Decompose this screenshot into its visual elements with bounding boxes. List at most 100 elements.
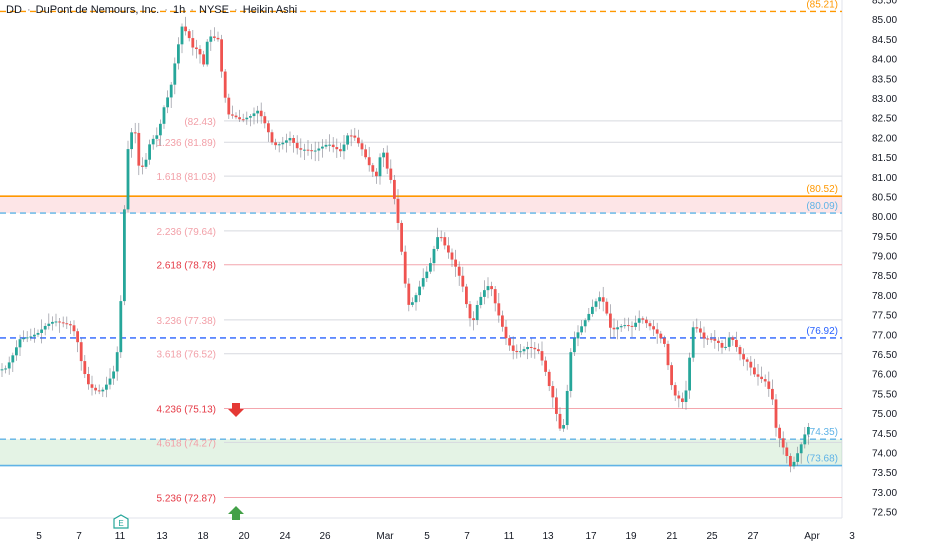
- candle-body: [148, 144, 151, 160]
- candle: [313, 141, 317, 162]
- candle: [40, 319, 43, 344]
- level-label: (76.92): [806, 326, 838, 337]
- time-tick-label[interactable]: 18: [197, 531, 209, 542]
- time-tick-label[interactable]: 26: [319, 531, 331, 542]
- time-tick-label[interactable]: 24: [279, 531, 291, 542]
- candle: [789, 453, 792, 473]
- price-tick-label[interactable]: 82.50: [872, 114, 897, 125]
- candle-body: [177, 44, 180, 64]
- time-tick-label[interactable]: 19: [625, 531, 637, 542]
- price-tick-label[interactable]: 75.50: [872, 389, 897, 400]
- time-tick-label[interactable]: 13: [156, 531, 168, 542]
- candle-body: [295, 142, 299, 149]
- time-axis[interactable]: 5 7 11 13 18 20 24 26 Mar 5 7 11 13 17 19 21 25 27 Apr 3: [36, 531, 855, 542]
- price-tick-label[interactable]: 80.00: [872, 212, 897, 223]
- candle-body: [11, 355, 15, 363]
- candle-body: [87, 374, 90, 385]
- candle: [594, 298, 598, 312]
- candle: [717, 337, 720, 352]
- candle: [339, 142, 342, 158]
- fibonacci-extension[interactable]: (82.43) 1.236 (81.89) 1.618 (81.03) 2.236 (…: [157, 117, 843, 538]
- price-tick-label[interactable]: 78.50: [872, 271, 897, 282]
- time-tick-label[interactable]: 25: [706, 531, 718, 542]
- candle-body: [792, 461, 796, 467]
- candle-body: [598, 297, 601, 302]
- fib-label: 5.236 (72.87): [157, 494, 217, 505]
- price-tick-label[interactable]: 73.50: [872, 468, 897, 479]
- time-tick-label[interactable]: Apr: [804, 531, 820, 542]
- candle: [515, 344, 519, 359]
- price-tick-label[interactable]: 82.00: [872, 133, 897, 144]
- candle: [385, 145, 389, 174]
- time-tick-label[interactable]: 7: [464, 531, 470, 542]
- support-zone: [0, 439, 842, 466]
- time-tick-label[interactable]: 11: [115, 531, 126, 542]
- price-tick-label[interactable]: 77.00: [872, 330, 897, 341]
- candle-body: [594, 301, 598, 307]
- candle-body: [519, 351, 522, 353]
- candle-body: [173, 63, 177, 85]
- price-tick-label[interactable]: 85.00: [872, 15, 897, 26]
- exchange: NYSE: [199, 4, 229, 16]
- time-tick-label[interactable]: 17: [585, 531, 597, 542]
- time-tick-label[interactable]: 20: [238, 531, 250, 542]
- candle-body: [220, 39, 223, 72]
- horizontal-levels[interactable]: (85.21) (80.52) (80.09) (76.92) (74.35) (73.6…: [0, 0, 842, 467]
- price-tick-label[interactable]: 78.00: [872, 291, 897, 302]
- time-tick-label[interactable]: 5: [424, 531, 430, 542]
- time-tick-label[interactable]: 5: [36, 531, 42, 542]
- candle: [573, 331, 576, 356]
- price-tick-label[interactable]: 72.50: [872, 508, 897, 519]
- candle: [367, 146, 371, 172]
- candle-body: [771, 388, 774, 400]
- price-tick-label[interactable]: 83.50: [872, 74, 897, 85]
- candle-body: [400, 222, 403, 252]
- candle-body: [274, 142, 277, 146]
- candle: [738, 344, 742, 361]
- price-tick-label[interactable]: 81.50: [872, 153, 897, 164]
- candle-body: [151, 138, 155, 145]
- price-tick-label[interactable]: 74.50: [872, 429, 897, 440]
- candle: [411, 297, 414, 308]
- candle: [144, 152, 148, 170]
- time-tick-label[interactable]: 3: [849, 531, 855, 542]
- level-label: (85.21): [806, 0, 838, 10]
- price-tick-label[interactable]: 85.50: [872, 0, 897, 7]
- candle-body: [436, 237, 439, 249]
- candle: [357, 129, 360, 147]
- candle-body: [364, 149, 367, 158]
- price-tick-label[interactable]: 84.50: [872, 35, 897, 46]
- price-axis[interactable]: 72.50 73.00 73.50 74.00 74.50 75.00 75.50 76.00…: [872, 0, 897, 519]
- price-tick-label[interactable]: 76.50: [872, 350, 897, 361]
- earnings-badge-icon[interactable]: E: [113, 514, 129, 529]
- price-tick-label[interactable]: 79.00: [872, 252, 897, 263]
- price-tick-label[interactable]: 73.00: [872, 488, 897, 499]
- time-tick-label[interactable]: 7: [76, 531, 82, 542]
- candle-body: [493, 289, 497, 304]
- time-tick-label[interactable]: 21: [666, 531, 678, 542]
- candle: [7, 356, 11, 375]
- candle: [486, 277, 490, 299]
- candle-body: [40, 329, 43, 333]
- candle: [763, 374, 767, 387]
- candle-body: [735, 339, 738, 348]
- candle-body: [18, 339, 22, 348]
- candle: [241, 113, 245, 123]
- price-tick-label[interactable]: 77.50: [872, 311, 897, 322]
- price-tick-label[interactable]: 83.00: [872, 94, 897, 105]
- price-tick-label[interactable]: 79.50: [872, 232, 897, 243]
- time-tick-label[interactable]: 13: [542, 531, 554, 542]
- candle-body: [349, 135, 353, 137]
- time-tick-label[interactable]: Mar: [376, 531, 394, 542]
- price-tick-label[interactable]: 84.00: [872, 55, 897, 66]
- time-tick-label[interactable]: 11: [504, 531, 515, 542]
- price-tick-label[interactable]: 81.00: [872, 173, 897, 184]
- price-tick-label[interactable]: 75.00: [872, 409, 897, 420]
- candle-body: [29, 336, 33, 338]
- price-tick-label[interactable]: 80.50: [872, 192, 897, 203]
- time-tick-label[interactable]: 27: [747, 531, 759, 542]
- price-tick-label[interactable]: 76.00: [872, 370, 897, 381]
- price-tick-label[interactable]: 74.00: [872, 449, 897, 460]
- candle-body: [187, 31, 191, 39]
